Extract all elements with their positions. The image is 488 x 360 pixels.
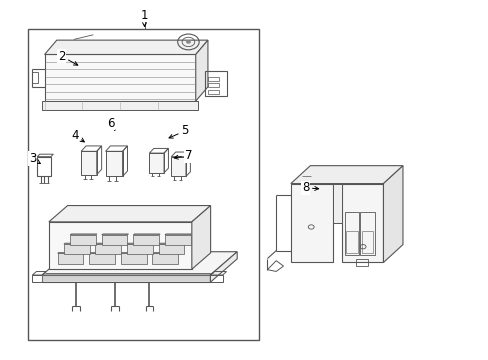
Polygon shape (158, 244, 184, 254)
Polygon shape (64, 243, 91, 244)
Polygon shape (95, 243, 122, 244)
Polygon shape (44, 40, 207, 54)
Bar (346, 231, 357, 253)
Bar (355, 259, 367, 266)
Polygon shape (290, 166, 402, 184)
Text: 5: 5 (169, 124, 188, 138)
Polygon shape (70, 235, 96, 245)
Polygon shape (152, 252, 179, 253)
Polygon shape (42, 252, 237, 275)
Text: 3: 3 (29, 152, 41, 165)
Polygon shape (102, 234, 128, 235)
Bar (207, 77, 218, 81)
Polygon shape (81, 151, 97, 175)
Polygon shape (102, 235, 127, 245)
Bar (32, 72, 38, 83)
Text: 4: 4 (71, 129, 84, 142)
Polygon shape (171, 157, 185, 176)
Polygon shape (42, 101, 198, 110)
Polygon shape (332, 184, 341, 223)
Polygon shape (105, 151, 122, 176)
Bar (207, 83, 218, 87)
Polygon shape (42, 275, 210, 282)
Polygon shape (149, 153, 163, 173)
Polygon shape (121, 252, 147, 253)
Polygon shape (158, 243, 185, 244)
Polygon shape (44, 54, 195, 101)
Polygon shape (49, 206, 210, 222)
Text: 8: 8 (301, 181, 318, 194)
Polygon shape (58, 253, 83, 264)
Polygon shape (133, 234, 160, 235)
Text: 2: 2 (58, 50, 78, 65)
Bar (300, 175, 312, 184)
Polygon shape (164, 234, 191, 235)
Polygon shape (64, 244, 89, 254)
Polygon shape (89, 252, 116, 253)
Polygon shape (49, 222, 191, 269)
Bar (344, 212, 359, 255)
Text: 7: 7 (174, 149, 192, 162)
Polygon shape (164, 235, 190, 245)
Polygon shape (290, 184, 332, 262)
Bar (207, 90, 218, 94)
Bar (27, 30, 259, 339)
Polygon shape (210, 252, 237, 282)
Polygon shape (121, 253, 146, 264)
Polygon shape (383, 166, 402, 262)
Text: 6: 6 (106, 117, 115, 130)
Polygon shape (70, 234, 97, 235)
Polygon shape (133, 235, 159, 245)
Bar (350, 175, 363, 184)
Circle shape (185, 40, 190, 44)
Polygon shape (341, 184, 383, 262)
Bar (205, 71, 227, 96)
Polygon shape (127, 244, 152, 254)
Polygon shape (89, 253, 115, 264)
Bar (360, 212, 374, 255)
Polygon shape (58, 252, 84, 253)
Polygon shape (95, 244, 121, 254)
Polygon shape (152, 253, 178, 264)
Text: 1: 1 (141, 9, 148, 27)
Polygon shape (195, 40, 207, 101)
Polygon shape (191, 206, 210, 269)
Bar (361, 231, 373, 253)
Polygon shape (127, 243, 154, 244)
